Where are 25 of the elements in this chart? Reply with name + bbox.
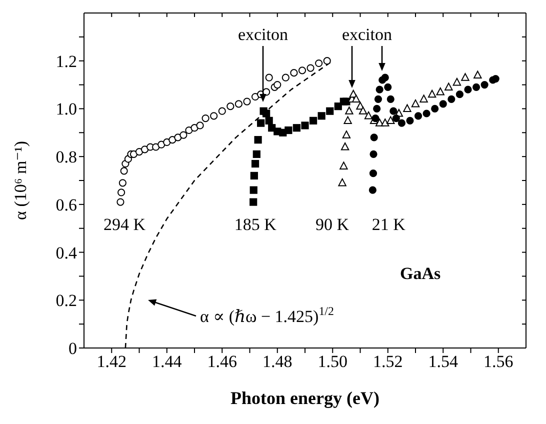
x-tick-label: 1.50 — [318, 352, 348, 372]
x-tick-label: 1.52 — [373, 352, 403, 372]
series-label: 185 K — [234, 215, 278, 234]
x-tick-label: 1.44 — [152, 352, 182, 372]
annotation: α ∝ (ℏω − 1.425)$^{1/2}$ — [200, 304, 334, 326]
y-tick-label: 0 — [68, 339, 77, 358]
y-axis-title: α (10⁶ m⁻¹) — [11, 141, 30, 220]
y-tick-label: 0.6 — [56, 195, 77, 214]
x-tick-label: 1.48 — [262, 352, 292, 372]
series-label: 294 K — [103, 215, 146, 234]
y-tick-label: 0.8 — [56, 148, 77, 167]
series-label: 90 K — [316, 215, 350, 234]
x-axis-title: Photon energy (eV) — [230, 388, 380, 408]
series-label: 21 K — [372, 215, 406, 234]
x-tick-label: 1.46 — [207, 352, 237, 372]
x-tick-label: 1.42 — [96, 352, 126, 372]
annotation: GaAs — [400, 264, 441, 284]
x-tick-label: 1.54 — [428, 352, 458, 372]
y-tick-label: 1.0 — [56, 100, 77, 119]
x-tick-label: 1.56 — [484, 352, 514, 372]
y-tick-label: 1.2 — [56, 52, 77, 71]
y-tick-label: 0.2 — [56, 291, 77, 310]
annotation: exciton — [342, 25, 393, 44]
annotation: exciton — [238, 25, 289, 44]
y-tick-label: 0.4 — [56, 243, 78, 262]
